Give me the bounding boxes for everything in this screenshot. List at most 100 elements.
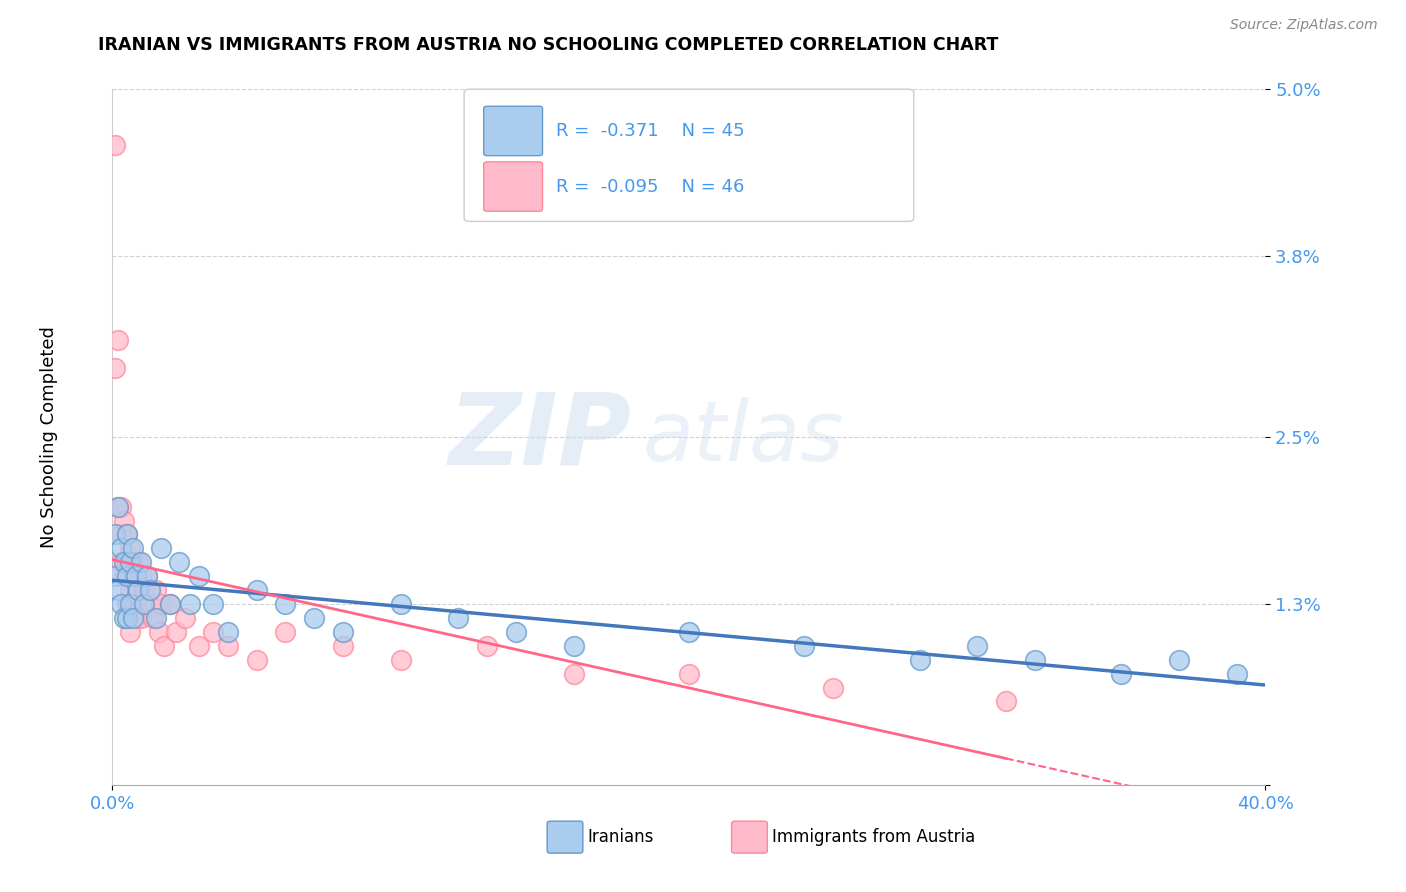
Point: [136, 569, 159, 583]
Point: [112, 611, 135, 625]
Point: [217, 624, 239, 639]
Point: [167, 555, 190, 569]
Point: [129, 569, 153, 583]
Text: R =  -0.095    N = 46: R = -0.095 N = 46: [557, 178, 745, 195]
Point: [150, 541, 173, 556]
Point: [110, 527, 132, 541]
FancyBboxPatch shape: [731, 822, 768, 853]
Point: [110, 597, 132, 611]
Point: [562, 666, 585, 681]
Point: [165, 624, 187, 639]
Point: [118, 597, 141, 611]
Point: [274, 597, 297, 611]
Text: IRANIAN VS IMMIGRANTS FROM AUSTRIA NO SCHOOLING COMPLETED CORRELATION CHART: IRANIAN VS IMMIGRANTS FROM AUSTRIA NO SC…: [98, 36, 998, 54]
Point: [121, 611, 143, 625]
Point: [995, 694, 1018, 708]
Point: [159, 597, 181, 611]
Point: [110, 555, 132, 569]
Point: [118, 624, 141, 639]
Point: [188, 639, 211, 653]
Text: Immigrants from Austria: Immigrants from Austria: [772, 828, 976, 847]
Point: [107, 500, 129, 514]
Point: [1024, 653, 1046, 667]
Point: [115, 597, 138, 611]
Point: [121, 555, 143, 569]
Point: [173, 611, 195, 625]
Point: [678, 666, 700, 681]
Point: [505, 624, 527, 639]
Point: [134, 597, 156, 611]
Point: [118, 555, 141, 569]
Point: [389, 653, 412, 667]
Point: [129, 611, 153, 625]
Point: [121, 597, 143, 611]
Point: [142, 611, 165, 625]
Text: No Schooling Completed: No Schooling Completed: [39, 326, 58, 548]
Point: [104, 360, 127, 375]
Point: [148, 624, 170, 639]
FancyBboxPatch shape: [547, 822, 583, 853]
Point: [246, 653, 269, 667]
Point: [115, 527, 138, 541]
FancyBboxPatch shape: [484, 162, 543, 211]
Point: [246, 583, 269, 598]
Point: [304, 611, 326, 625]
Text: ZIP: ZIP: [449, 389, 631, 485]
Point: [121, 541, 143, 556]
Point: [134, 583, 156, 598]
Point: [179, 597, 201, 611]
Point: [145, 611, 167, 625]
Point: [202, 597, 225, 611]
Point: [139, 583, 162, 598]
FancyBboxPatch shape: [464, 89, 914, 221]
Point: [107, 333, 129, 347]
Point: [118, 541, 141, 556]
Point: [124, 597, 146, 611]
Point: [110, 500, 132, 514]
Point: [475, 639, 499, 653]
Point: [112, 569, 135, 583]
Point: [115, 611, 138, 625]
Point: [145, 583, 167, 598]
Point: [966, 639, 988, 653]
FancyBboxPatch shape: [484, 106, 543, 155]
Point: [678, 624, 700, 639]
Point: [115, 569, 138, 583]
Point: [1167, 653, 1189, 667]
Point: [1111, 666, 1133, 681]
Point: [127, 583, 149, 598]
Point: [127, 555, 149, 569]
Point: [104, 527, 127, 541]
Text: Source: ZipAtlas.com: Source: ZipAtlas.com: [1230, 18, 1378, 32]
Point: [124, 569, 146, 583]
Point: [107, 500, 129, 514]
Point: [115, 527, 138, 541]
Point: [112, 555, 135, 569]
Text: atlas: atlas: [643, 397, 845, 477]
Point: [217, 639, 239, 653]
Point: [129, 555, 153, 569]
Point: [139, 597, 162, 611]
Point: [150, 597, 173, 611]
Point: [127, 611, 149, 625]
Point: [1226, 666, 1249, 681]
Text: R =  -0.371    N = 45: R = -0.371 N = 45: [557, 122, 745, 140]
Point: [332, 639, 354, 653]
Point: [908, 653, 931, 667]
Point: [104, 569, 127, 583]
Point: [447, 611, 470, 625]
Point: [274, 624, 297, 639]
Point: [112, 514, 135, 528]
Point: [110, 541, 132, 556]
Text: Iranians: Iranians: [588, 828, 654, 847]
Point: [115, 555, 138, 569]
Point: [124, 569, 146, 583]
Point: [188, 569, 211, 583]
Point: [332, 624, 354, 639]
Point: [136, 569, 159, 583]
Point: [821, 681, 844, 695]
Point: [159, 597, 181, 611]
Point: [202, 624, 225, 639]
Point: [107, 583, 129, 598]
Point: [118, 583, 141, 598]
